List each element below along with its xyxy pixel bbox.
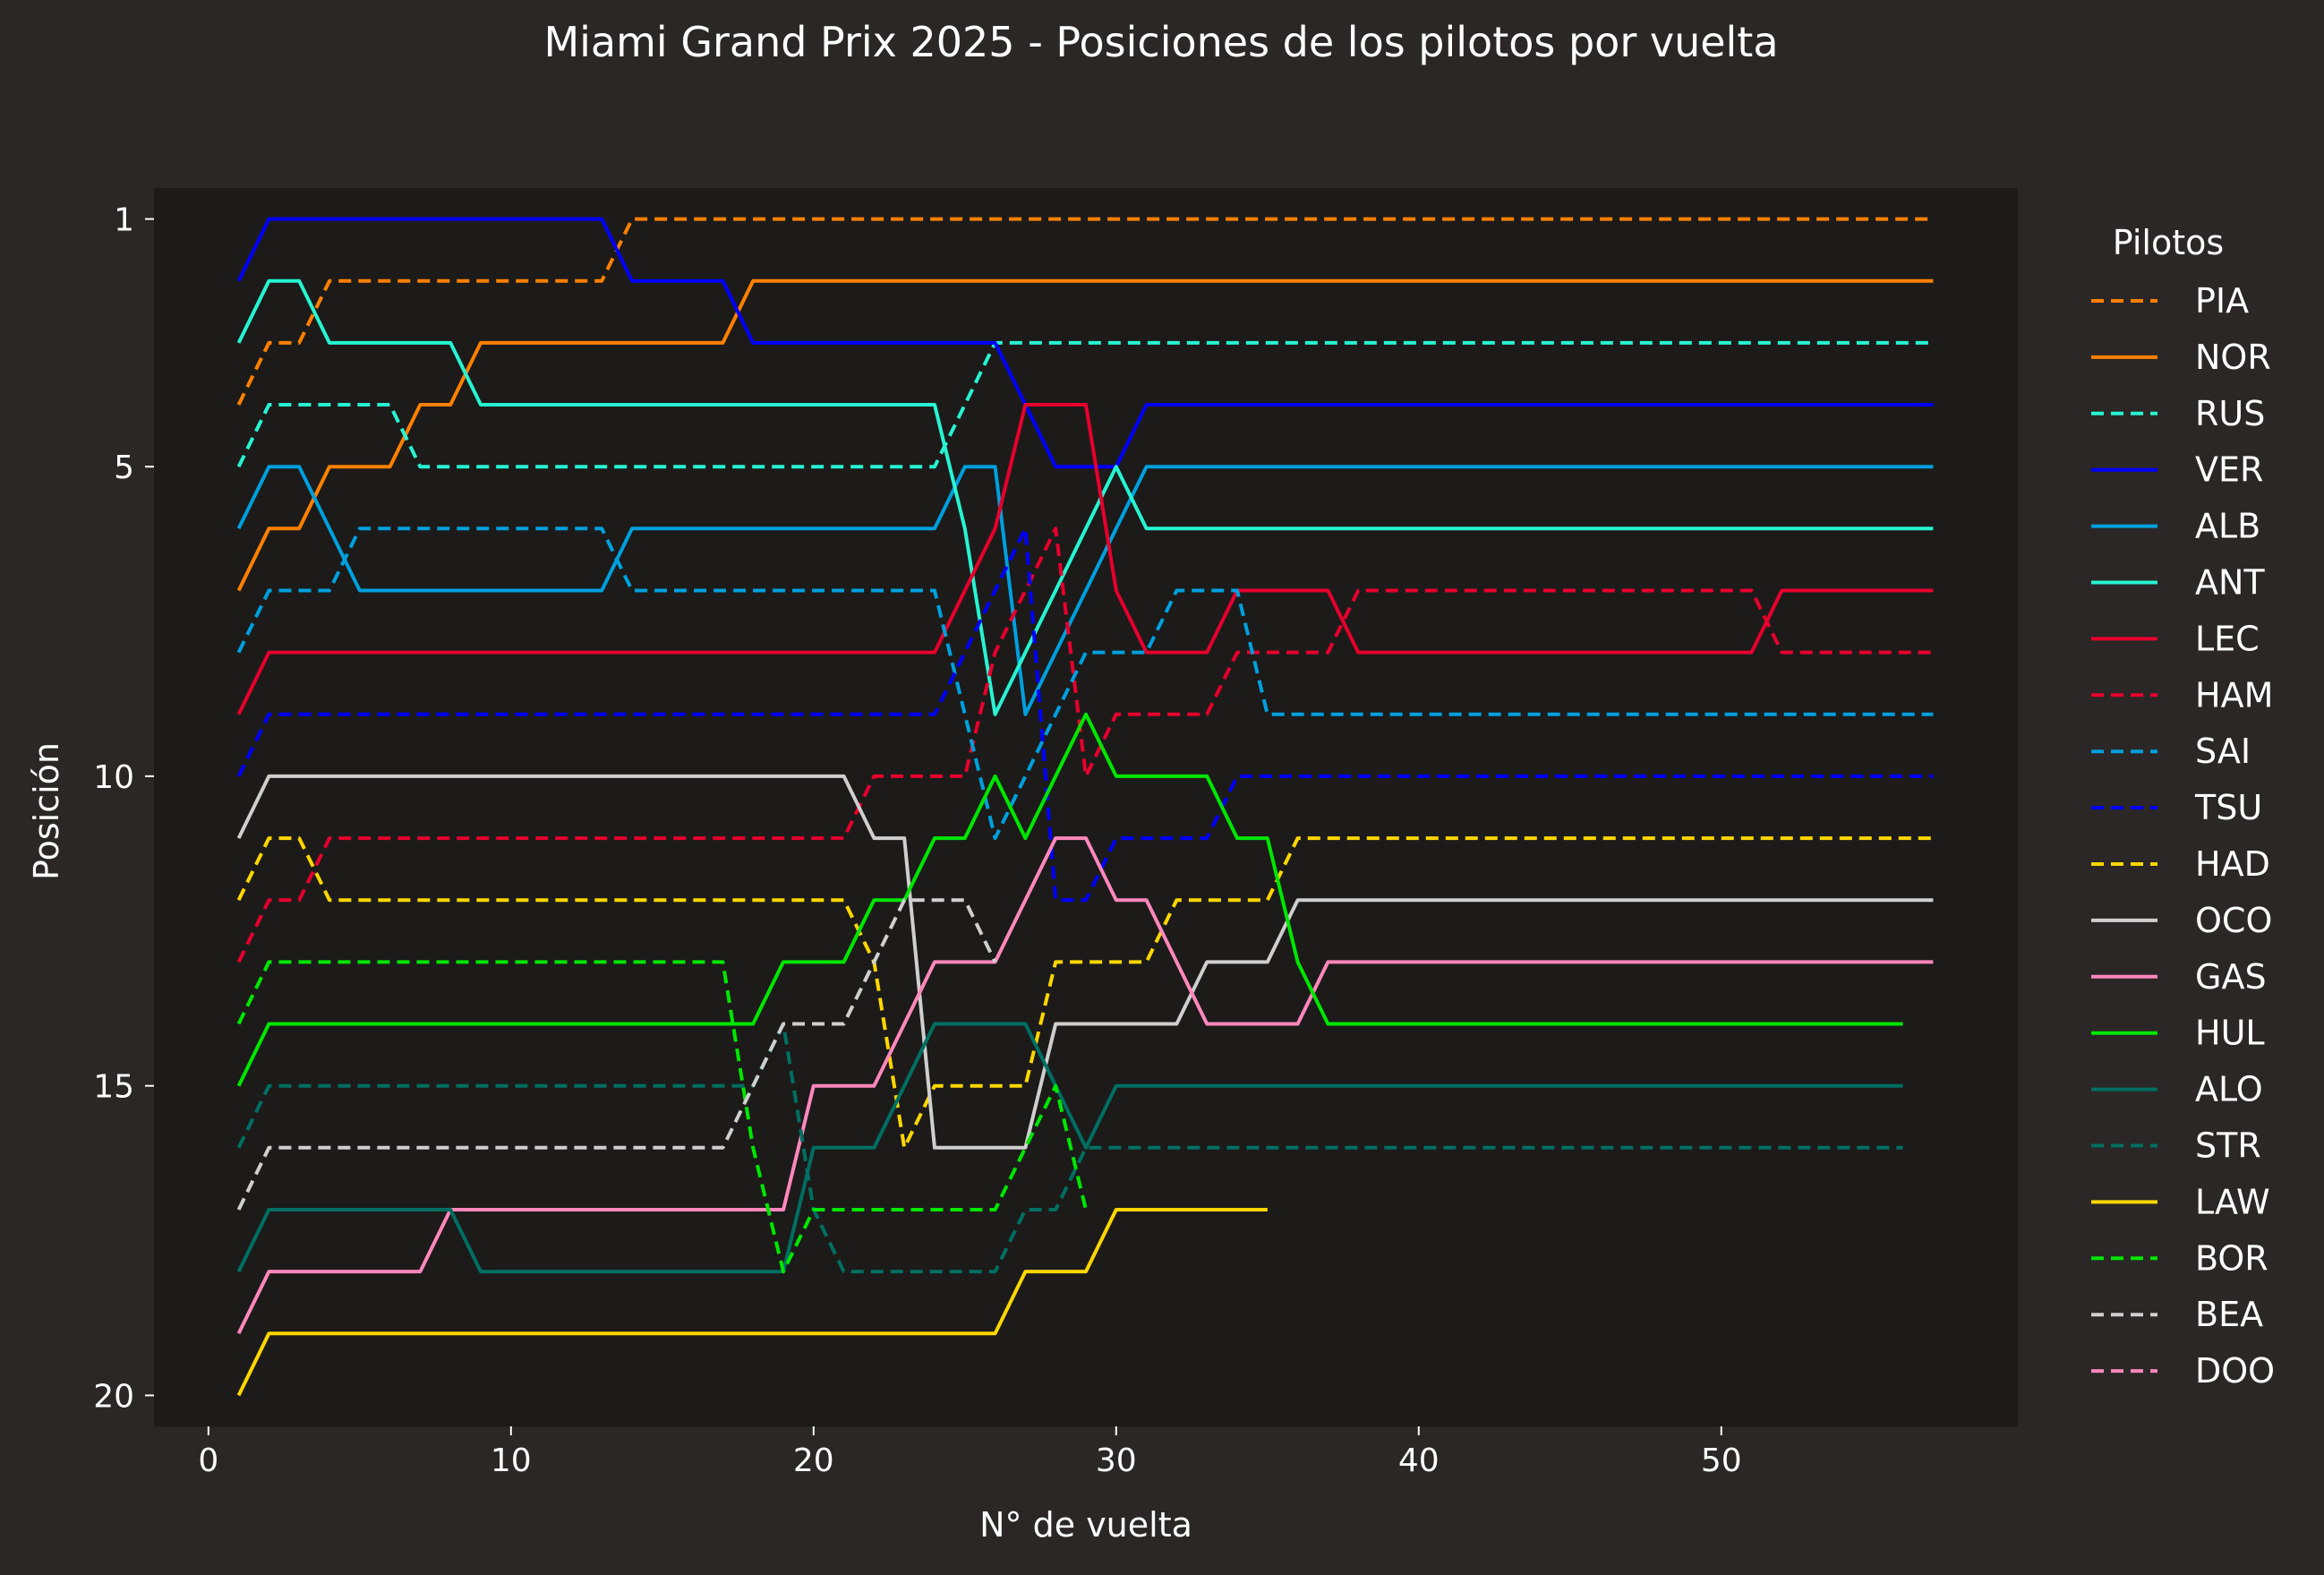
x-tick-label: 10	[491, 1442, 532, 1479]
legend-label-law: LAW	[2195, 1182, 2270, 1221]
legend-label-pia: PIA	[2195, 281, 2249, 321]
x-tick-label: 20	[793, 1442, 834, 1479]
series-line-had	[236, 836, 1934, 1150]
series-line-gas	[236, 836, 1934, 1335]
series-line-rus	[236, 340, 1934, 469]
series-line-str	[236, 1022, 1903, 1274]
legend: Pilotos PIA NOR RUS VER ALB ANT LEC HAM SAI TSU HA…	[2091, 223, 2275, 1391]
chart-title: Miami Grand Prix 2025 - Posiciones de lo…	[543, 18, 1778, 66]
legend-title: Pilotos	[2113, 223, 2224, 262]
legend-label-rus: RUS	[2195, 394, 2265, 433]
series-line-bor	[236, 960, 1088, 1274]
legend-label-hul: HUL	[2195, 1014, 2265, 1053]
series-line-bea	[236, 898, 997, 1211]
legend-label-had: HAD	[2195, 844, 2270, 884]
y-tick-label: 1	[114, 202, 134, 239]
y-tick-label: 15	[93, 1069, 134, 1106]
series-line-ant	[236, 278, 1934, 716]
x-tick-label: 0	[198, 1442, 218, 1479]
y-axis-label: Posición	[27, 742, 66, 880]
x-tick-label: 40	[1398, 1442, 1440, 1479]
series-line-hul	[236, 712, 1903, 1087]
x-tick-label: 50	[1701, 1442, 1742, 1479]
legend-label-sai: SAI	[2195, 732, 2251, 771]
y-tick-label: 10	[93, 759, 134, 796]
series-line-oco	[236, 774, 1934, 1150]
series-line-sai	[236, 526, 1934, 841]
legend-label-lec: LEC	[2195, 619, 2260, 658]
series-line-ham	[236, 526, 1934, 963]
series-line-alo	[236, 1022, 1903, 1274]
legend-label-oco: OCO	[2195, 901, 2272, 940]
legend-label-ver: VER	[2195, 450, 2263, 490]
legend-label-ham: HAM	[2195, 675, 2273, 715]
legend-label-alo: ALO	[2195, 1070, 2263, 1109]
y-tick-label: 5	[114, 449, 134, 486]
legend-label-bea: BEA	[2195, 1295, 2263, 1334]
legend-label-str: STR	[2195, 1126, 2261, 1166]
series-line-nor	[236, 278, 1934, 592]
legend-label-ant: ANT	[2195, 563, 2265, 603]
legend-items: PIA NOR RUS VER ALB ANT LEC HAM SAI TSU HAD OCO GAS H…	[2091, 281, 2275, 1391]
legend-label-nor: NOR	[2195, 338, 2271, 377]
series-line-pia	[236, 217, 1934, 406]
legend-label-doo: DOO	[2195, 1351, 2275, 1391]
x-axis-label: N° de vuelta	[979, 1505, 1192, 1545]
plot-area	[154, 188, 2018, 1426]
legend-label-tsu: TSU	[2194, 788, 2262, 827]
legend-label-alb: ALB	[2195, 507, 2260, 546]
series-line-lec	[236, 403, 1934, 715]
x-tick-label: 30	[1096, 1442, 1137, 1479]
series-line-tsu	[236, 526, 1934, 903]
y-tick-label: 20	[93, 1378, 134, 1415]
series-line-alb	[236, 465, 1934, 716]
series-line-law	[236, 1208, 1268, 1397]
legend-label-bor: BOR	[2195, 1238, 2268, 1278]
legend-label-gas: GAS	[2195, 957, 2267, 997]
series-layer	[236, 217, 1934, 1397]
series-line-ver	[236, 217, 1934, 469]
